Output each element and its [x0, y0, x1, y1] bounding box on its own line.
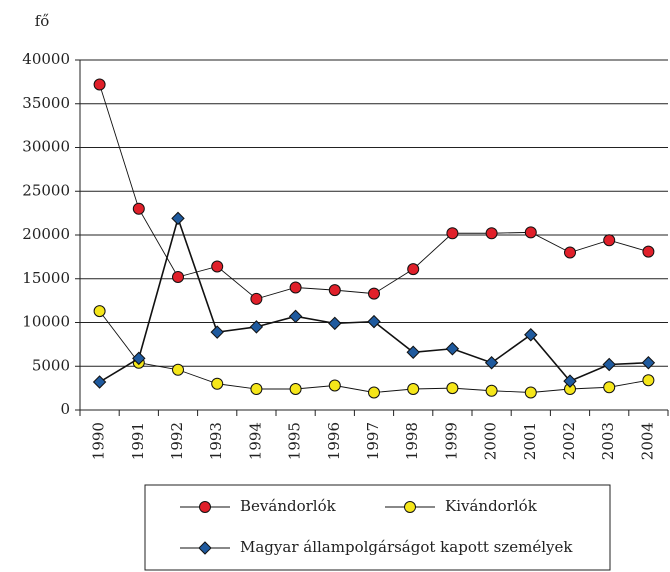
y-tick-label: 30000: [22, 138, 70, 156]
marker: [328, 379, 341, 392]
x-tick-label: 1997: [364, 422, 382, 460]
legend-marker: [198, 541, 212, 555]
marker: [132, 202, 145, 215]
legend-box: [144, 484, 611, 571]
marker: [524, 386, 537, 399]
marker: [211, 260, 224, 273]
marker: [485, 227, 498, 240]
marker: [368, 287, 380, 300]
marker: [92, 375, 107, 389]
marker: [288, 309, 303, 324]
marker: [93, 305, 106, 318]
marker: [524, 226, 537, 239]
marker: [250, 383, 263, 395]
marker: [367, 314, 381, 329]
marker: [446, 382, 459, 395]
x-tick-label: 2000: [482, 422, 500, 460]
marker: [407, 263, 420, 276]
y-tick-label: 40000: [22, 50, 70, 68]
marker: [249, 320, 264, 334]
y-axis-label: fő: [35, 12, 50, 30]
series-line: [99, 215, 649, 383]
marker: [485, 384, 498, 397]
legend-marker: [199, 501, 211, 513]
x-tick-label: 2001: [521, 422, 539, 460]
marker: [602, 357, 616, 372]
x-tick-label: 1999: [442, 422, 460, 460]
y-tick-label: 20000: [22, 225, 70, 243]
x-tick-label: 1992: [168, 422, 186, 460]
marker: [564, 246, 576, 259]
x-tick-label: 1993: [207, 422, 225, 460]
marker: [445, 342, 460, 356]
marker: [132, 351, 146, 366]
marker: [328, 284, 341, 297]
x-tick-label: 1990: [90, 422, 108, 460]
marker: [642, 374, 655, 387]
x-tick-label: 2003: [599, 422, 617, 460]
marker: [642, 245, 655, 258]
marker: [93, 78, 106, 91]
marker: [524, 328, 538, 342]
y-tick-label: 15000: [22, 269, 70, 287]
legend-label: Kivándorlók: [445, 497, 538, 515]
marker: [171, 211, 185, 226]
x-tick-label: 2002: [560, 422, 578, 460]
marker: [289, 281, 302, 294]
marker: [603, 381, 616, 394]
marker: [407, 383, 420, 395]
x-tick-label: 1996: [325, 422, 343, 460]
legend-marker: [404, 501, 416, 513]
x-tick-label: 1998: [403, 422, 421, 460]
marker: [328, 316, 342, 331]
marker: [250, 292, 263, 305]
marker: [563, 374, 577, 388]
marker: [484, 356, 499, 370]
y-tick-label: 10000: [22, 313, 70, 331]
marker: [641, 356, 656, 370]
marker: [406, 345, 420, 359]
x-tick-label: 1991: [129, 422, 147, 460]
marker: [368, 386, 380, 399]
y-tick-label: 25000: [22, 181, 70, 199]
y-tick-label: 5000: [32, 356, 70, 374]
x-tick-label: 2004: [638, 422, 656, 460]
marker: [603, 234, 616, 247]
marker: [172, 363, 184, 376]
marker: [210, 325, 224, 339]
y-tick-label: 0: [60, 400, 70, 418]
legend-label: Magyar állampolgárságot kapott személyek: [240, 538, 573, 556]
y-tick-label: 35000: [22, 94, 70, 112]
marker: [289, 383, 302, 395]
x-tick-label: 1995: [286, 422, 304, 460]
legend-label: Bevándorlók: [240, 497, 337, 515]
marker: [211, 377, 224, 390]
x-tick-label: 1994: [246, 422, 264, 460]
marker: [446, 227, 459, 240]
marker: [172, 271, 184, 283]
